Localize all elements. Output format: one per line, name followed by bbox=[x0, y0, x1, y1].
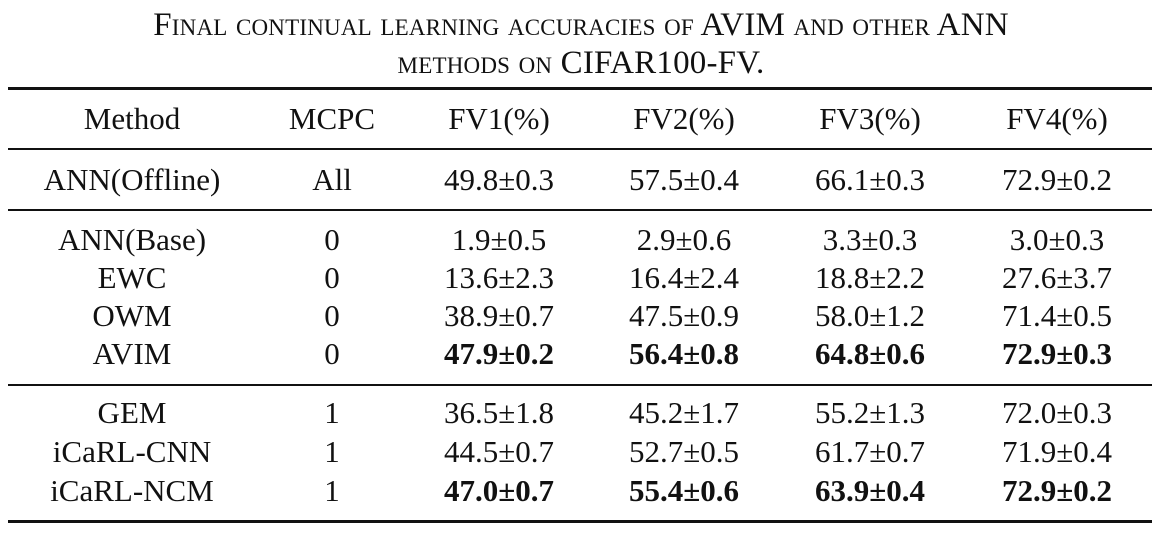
mcpc-cell: 0 bbox=[324, 298, 340, 333]
fv4-cell: 27.6±3.7 bbox=[1001, 260, 1113, 295]
method-cell: AVIM bbox=[92, 336, 172, 371]
caption-line-1: Final continual learning accuracies of A… bbox=[153, 7, 1009, 43]
group-rule-2 bbox=[8, 384, 1152, 386]
mcpc-cell: 0 bbox=[324, 260, 340, 295]
fv4-cell: 72.0±0.3 bbox=[1001, 395, 1113, 430]
header-fv3: FV3(%) bbox=[819, 101, 921, 136]
fv3-cell: 66.1±0.3 bbox=[814, 162, 926, 197]
fv1-cell: 44.5±0.7 bbox=[443, 434, 555, 469]
fv4-cell: 71.9±0.4 bbox=[1001, 434, 1113, 469]
fv1-cell: 1.9±0.5 bbox=[451, 222, 547, 257]
group-rule-1 bbox=[8, 209, 1152, 211]
fv3-cell: 3.3±0.3 bbox=[822, 222, 918, 257]
header-fv4: FV4(%) bbox=[1006, 101, 1108, 136]
header-method: Method bbox=[83, 101, 181, 136]
header-rule bbox=[8, 148, 1152, 150]
mcpc-cell: 1 bbox=[324, 434, 340, 469]
method-cell: ANN(Offline) bbox=[43, 162, 221, 197]
fv1-cell: 13.6±2.3 bbox=[443, 260, 555, 295]
fv2-cell: 47.5±0.9 bbox=[628, 298, 740, 333]
fv2-cell: 16.4±2.4 bbox=[628, 260, 740, 295]
fv2-cell: 2.9±0.6 bbox=[636, 222, 732, 257]
header-mcpc: MCPC bbox=[288, 101, 376, 136]
fv4-cell: 3.0±0.3 bbox=[1009, 222, 1105, 257]
fv2-cell: 52.7±0.5 bbox=[628, 434, 740, 469]
fv1-cell: 36.5±1.8 bbox=[443, 395, 555, 430]
fv3-cell: 61.7±0.7 bbox=[814, 434, 926, 469]
method-cell: OWM bbox=[92, 298, 172, 333]
mcpc-cell: 0 bbox=[324, 222, 340, 257]
header-fv1: FV1(%) bbox=[448, 101, 550, 136]
fv4-cell: 72.9±0.2 bbox=[1001, 162, 1113, 197]
table-caption: Final continual learning accuracies of A… bbox=[0, 6, 1162, 82]
table-row: ANN(Offline) All 49.8±0.3 57.5±0.4 66.1±… bbox=[8, 161, 1152, 199]
header-row: Method MCPC FV1(%) FV2(%) FV3(%) FV4(%) bbox=[8, 100, 1152, 138]
fv1-cell: 49.8±0.3 bbox=[443, 162, 555, 197]
fv3-cell: 58.0±1.2 bbox=[814, 298, 926, 333]
method-cell: iCaRL-NCM bbox=[50, 473, 214, 508]
fv2-cell-best: 55.4±0.6 bbox=[628, 473, 740, 508]
method-cell: EWC bbox=[97, 260, 167, 295]
method-cell: GEM bbox=[97, 395, 167, 430]
fv3-cell: 18.8±2.2 bbox=[814, 260, 926, 295]
table-row: ANN(Base) 0 1.9±0.5 2.9±0.6 3.3±0.3 3.0±… bbox=[8, 221, 1152, 259]
table-row-highlighted: AVIM 0 47.9±0.2 56.4±0.8 64.8±0.6 72.9±0… bbox=[8, 335, 1152, 373]
fv4-cell-best: 72.9±0.2 bbox=[1001, 473, 1113, 508]
fv1-cell-best: 47.9±0.2 bbox=[443, 336, 555, 371]
mcpc-cell: 1 bbox=[324, 395, 340, 430]
bottom-rule bbox=[8, 520, 1152, 523]
fv4-cell: 71.4±0.5 bbox=[1001, 298, 1113, 333]
table-row: iCaRL-CNN 1 44.5±0.7 52.7±0.5 61.7±0.7 7… bbox=[8, 433, 1152, 471]
table-row-highlighted: iCaRL-NCM 1 47.0±0.7 55.4±0.6 63.9±0.4 7… bbox=[8, 472, 1152, 510]
table-row: EWC 0 13.6±2.3 16.4±2.4 18.8±2.2 27.6±3.… bbox=[8, 259, 1152, 297]
fv2-cell-best: 56.4±0.8 bbox=[628, 336, 740, 371]
mcpc-cell: All bbox=[312, 162, 352, 197]
table-row: GEM 1 36.5±1.8 45.2±1.7 55.2±1.3 72.0±0.… bbox=[8, 394, 1152, 432]
fv1-cell: 38.9±0.7 bbox=[443, 298, 555, 333]
table-row: OWM 0 38.9±0.7 47.5±0.9 58.0±1.2 71.4±0.… bbox=[8, 297, 1152, 335]
fv3-cell-best: 63.9±0.4 bbox=[814, 473, 926, 508]
fv2-cell: 45.2±1.7 bbox=[628, 395, 740, 430]
mcpc-cell: 0 bbox=[324, 336, 340, 371]
fv3-cell-best: 64.8±0.6 bbox=[814, 336, 926, 371]
fv3-cell: 55.2±1.3 bbox=[814, 395, 926, 430]
method-cell: ANN(Base) bbox=[57, 222, 207, 257]
fv1-cell-best: 47.0±0.7 bbox=[443, 473, 555, 508]
fv2-cell: 57.5±0.4 bbox=[628, 162, 740, 197]
header-fv2: FV2(%) bbox=[633, 101, 735, 136]
method-cell: iCaRL-CNN bbox=[52, 434, 212, 469]
mcpc-cell: 1 bbox=[324, 473, 340, 508]
top-rule bbox=[8, 87, 1152, 90]
caption-line-2: methods on CIFAR100-FV. bbox=[397, 45, 765, 81]
fv4-cell-best: 72.9±0.3 bbox=[1001, 336, 1113, 371]
